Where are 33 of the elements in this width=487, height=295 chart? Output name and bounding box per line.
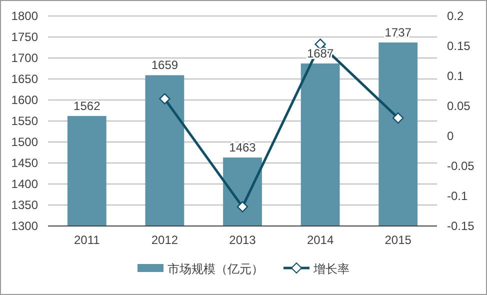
x-tick-label: 2014	[306, 233, 334, 247]
data-label: 1737	[384, 25, 412, 40]
y-tick-label: 1700	[11, 51, 38, 65]
point	[392, 112, 404, 124]
data-label: 1659	[151, 58, 178, 72]
y2-tick-label: -0.15	[447, 219, 475, 233]
legend-label: 增长率	[312, 262, 350, 276]
y2-tick-label: 0	[447, 129, 454, 143]
y-tick-label: 1500	[11, 135, 38, 149]
x-tick-label: 2012	[151, 233, 178, 247]
point	[159, 93, 170, 104]
y2-tick-label: 0.05	[447, 99, 471, 113]
y-tick-label: 1750	[11, 30, 38, 44]
y-tick-label: 1800	[11, 9, 38, 23]
y2-tick-label: -0.1	[447, 189, 468, 203]
y-tick-label: 1350	[11, 198, 38, 212]
legend-label: 市场规模（亿元）	[168, 262, 264, 276]
data-label: 1463	[229, 140, 256, 155]
y-tick-label: 1450	[11, 156, 38, 170]
point	[236, 201, 248, 212]
y2-tick-label: 0.2	[447, 9, 464, 23]
data-label: 1562	[74, 98, 101, 113]
x-tick-label: 2011	[74, 233, 100, 247]
y2-tick-label: -0.05	[447, 159, 475, 173]
x-tick-label: 2013	[229, 233, 256, 247]
y-tick-label: 1400	[11, 177, 38, 191]
y2-tick-label: 0.1	[447, 69, 464, 83]
y-tick-label: 1550	[11, 114, 38, 128]
y2-tick-label: 0.15	[447, 39, 471, 53]
y-tick-label: 1300	[11, 219, 38, 233]
y-tick-label: 1650	[11, 72, 38, 86]
y-tick-label: 1600	[11, 93, 38, 107]
x-tick-label: 2015	[384, 233, 412, 247]
